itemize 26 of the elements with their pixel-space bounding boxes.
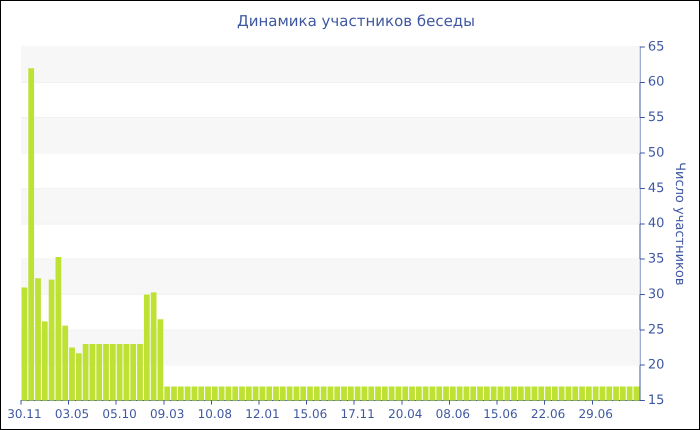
- x-tick-label: 05.10: [102, 406, 137, 421]
- x-tick-label: 12.01: [245, 406, 280, 421]
- y-tick-label: 55: [648, 110, 664, 126]
- x-tick-label: 03.05: [54, 406, 90, 421]
- x-tick-label: 22.06: [530, 406, 566, 421]
- y-tick-label: 35: [648, 252, 664, 267]
- y-tick-label: 30: [648, 286, 664, 302]
- y-tick-label: 45: [648, 180, 664, 196]
- y-tick-label: 40: [648, 216, 664, 232]
- y-axis-title: Число участников: [672, 162, 687, 286]
- chart-title: Динамика участников беседы: [236, 12, 476, 30]
- x-tick-label: 20.04: [388, 406, 422, 421]
- x-tick-label: 08.06: [436, 406, 470, 421]
- x-tick-label: 09.03: [150, 406, 184, 421]
- y-tick-label: 65: [648, 39, 664, 54]
- x-tick-label: 15.06: [483, 406, 518, 421]
- y-tick-label: 25: [648, 322, 664, 338]
- x-tick-label: 15.06: [292, 406, 328, 421]
- y-tick-label: 20: [648, 358, 664, 373]
- x-tick-label: 30.11: [7, 406, 42, 421]
- x-tick-label: 17.11: [340, 406, 375, 421]
- y-tick-label: 50: [648, 145, 664, 160]
- x-tick-label: 10.08: [198, 406, 232, 421]
- x-tick-label: 29.06: [578, 406, 613, 421]
- y-tick-label: 15: [648, 392, 664, 408]
- y-tick-label: 60: [648, 74, 664, 90]
